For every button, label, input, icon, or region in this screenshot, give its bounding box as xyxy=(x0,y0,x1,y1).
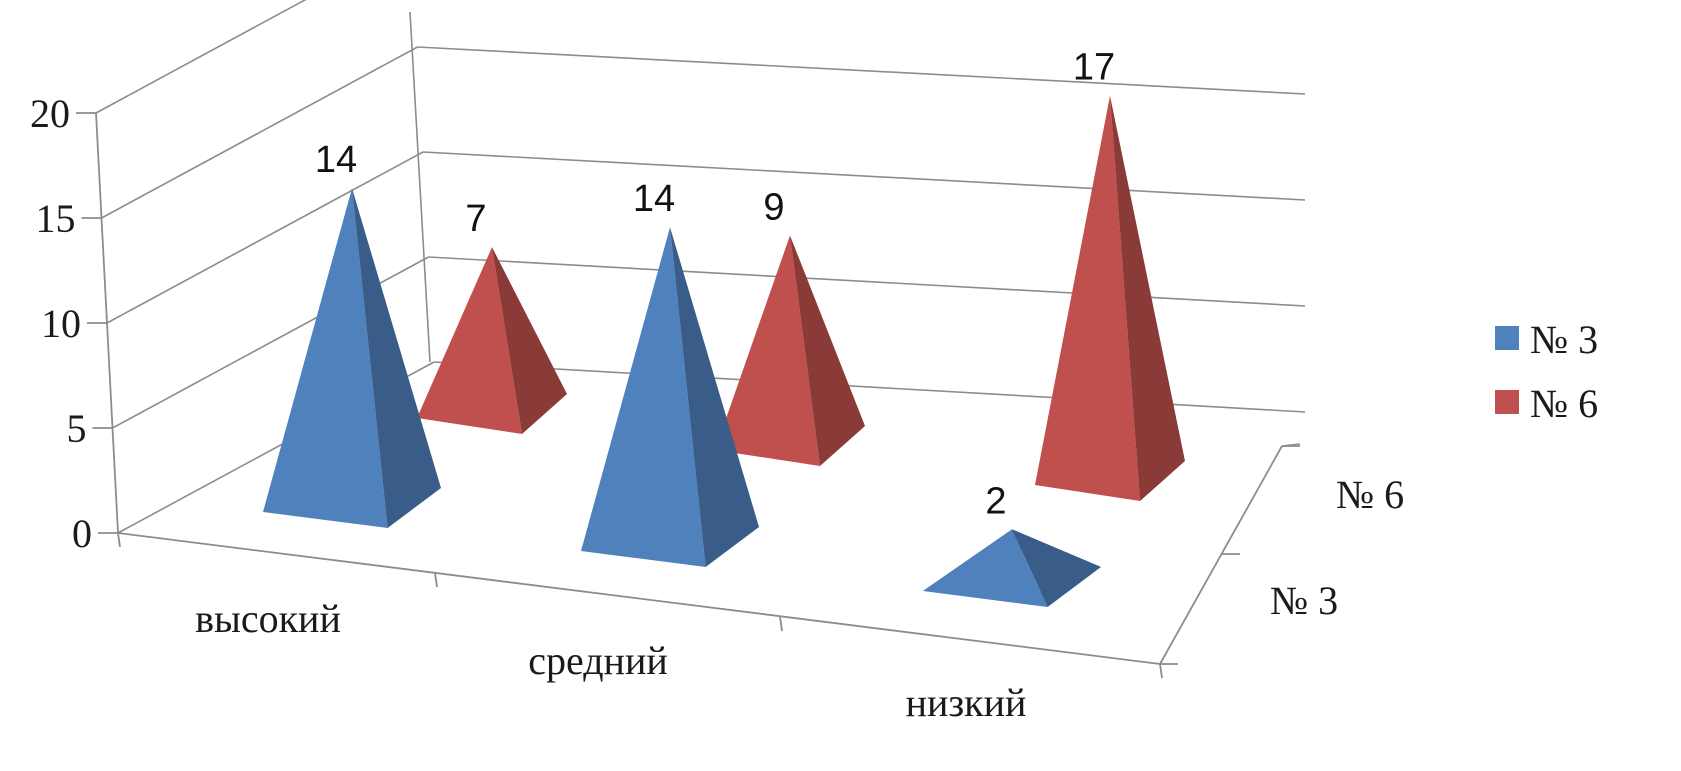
data-label: 14 xyxy=(315,139,357,181)
x-axis-line xyxy=(117,532,1161,665)
pyramid-no3-1 xyxy=(581,227,759,568)
x-tick-mark xyxy=(1159,663,1163,679)
side-gridline xyxy=(106,151,424,324)
legend-label: № 6 xyxy=(1530,381,1598,426)
legend: № 3№ 6 xyxy=(1495,317,1598,426)
back-gridline xyxy=(422,151,1306,201)
pyramid-face xyxy=(670,227,759,568)
x-tick-label: средний xyxy=(528,638,668,683)
side-gridline xyxy=(95,0,307,114)
pyramid-face xyxy=(417,247,522,434)
data-labels: 7 9 17 14 14 2 xyxy=(315,47,1115,523)
legend-swatch xyxy=(1495,390,1519,414)
pyramid-face xyxy=(581,227,706,568)
depth-tick-label: № 3 xyxy=(1270,578,1338,623)
data-label: 2 xyxy=(985,480,1006,522)
back-gridline xyxy=(433,361,1306,413)
pyramid-face xyxy=(1012,529,1101,607)
pyramid-no6-1 xyxy=(715,235,865,466)
legend-swatch xyxy=(1495,326,1519,350)
axis-labels: 0 5 10 15 20 высокий средний низкий № 6 № 3 xyxy=(30,91,1404,725)
y-tick-label: 15 xyxy=(36,196,76,241)
pyramid-face xyxy=(715,235,820,466)
data-label: 14 xyxy=(633,178,675,220)
pyramid-face xyxy=(923,529,1048,607)
pyramid-no3-2 xyxy=(923,529,1101,607)
legend-label: № 3 xyxy=(1530,317,1598,362)
plot-area xyxy=(263,95,1185,607)
y-tick-label: 5 xyxy=(67,406,87,451)
x-tick-mark xyxy=(434,572,438,588)
side-gridline xyxy=(101,46,418,219)
pyramid-no6-0 xyxy=(417,247,567,434)
pyramid-no6-2 xyxy=(1035,95,1185,501)
pyramid-face xyxy=(1035,95,1140,501)
pyramid-face xyxy=(1110,95,1185,501)
chart-walls xyxy=(76,0,1306,679)
x-tick-mark xyxy=(779,616,783,632)
data-label: 17 xyxy=(1073,47,1115,89)
pyramid-face xyxy=(352,188,441,529)
x-tick-mark xyxy=(117,532,121,548)
y-tick-label: 10 xyxy=(41,301,81,346)
pyramid-face xyxy=(790,235,865,466)
back-gridline xyxy=(428,256,1306,307)
back-corner-edge xyxy=(409,11,431,363)
y-axis-line xyxy=(95,112,119,534)
pyramid-face xyxy=(492,247,567,434)
x-tick-label: низкий xyxy=(906,680,1027,725)
depth-axis-line xyxy=(1159,445,1283,665)
data-label: 7 xyxy=(465,198,486,240)
pyramid-no3-0 xyxy=(263,188,441,529)
x-tick-label: высокий xyxy=(195,596,341,641)
data-label: 9 xyxy=(763,186,784,228)
y-tick-label: 0 xyxy=(72,511,92,556)
pyramid-face xyxy=(263,188,388,529)
back-gridline xyxy=(417,46,1306,95)
depth-tick-label: № 6 xyxy=(1336,472,1404,517)
y-tick-label: 20 xyxy=(30,91,70,136)
